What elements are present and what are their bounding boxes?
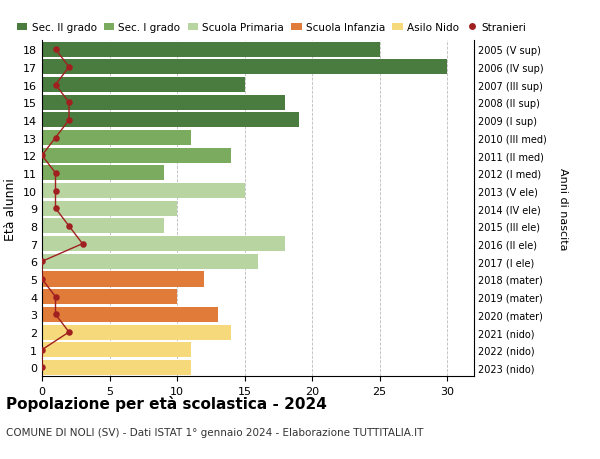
Point — [37, 364, 47, 371]
Bar — [42, 60, 447, 75]
Bar — [42, 184, 245, 199]
Y-axis label: Età alunni: Età alunni — [4, 178, 17, 240]
Point — [51, 170, 61, 177]
Point — [51, 205, 61, 213]
Text: COMUNE DI NOLI (SV) - Dati ISTAT 1° gennaio 2024 - Elaborazione TUTTITALIA.IT: COMUNE DI NOLI (SV) - Dati ISTAT 1° genn… — [6, 427, 424, 437]
Point — [51, 311, 61, 319]
Bar — [42, 219, 164, 234]
Point — [78, 241, 88, 248]
Bar — [42, 95, 285, 111]
Bar — [42, 290, 177, 304]
Point — [51, 188, 61, 195]
Point — [64, 223, 74, 230]
Point — [51, 82, 61, 89]
Point — [37, 276, 47, 283]
Point — [51, 134, 61, 142]
Bar — [42, 202, 177, 216]
Point — [37, 258, 47, 265]
Point — [51, 46, 61, 54]
Bar — [42, 325, 231, 340]
Point — [64, 329, 74, 336]
Bar — [42, 148, 231, 163]
Bar — [42, 307, 218, 322]
Bar — [42, 113, 299, 128]
Point — [64, 117, 74, 124]
Text: Popolazione per età scolastica - 2024: Popolazione per età scolastica - 2024 — [6, 395, 327, 411]
Point — [64, 99, 74, 106]
Bar — [42, 342, 191, 358]
Bar — [42, 272, 204, 287]
Bar — [42, 78, 245, 93]
Bar — [42, 131, 191, 146]
Point — [37, 346, 47, 353]
Point — [37, 152, 47, 160]
Bar — [42, 360, 191, 375]
Y-axis label: Anni di nascita: Anni di nascita — [558, 168, 568, 250]
Bar — [42, 237, 285, 252]
Point — [51, 293, 61, 301]
Legend: Sec. II grado, Sec. I grado, Scuola Primaria, Scuola Infanzia, Asilo Nido, Stran: Sec. II grado, Sec. I grado, Scuola Prim… — [17, 23, 526, 33]
Bar — [42, 254, 258, 269]
Point — [64, 64, 74, 72]
Bar — [42, 166, 164, 181]
Bar — [42, 43, 380, 58]
